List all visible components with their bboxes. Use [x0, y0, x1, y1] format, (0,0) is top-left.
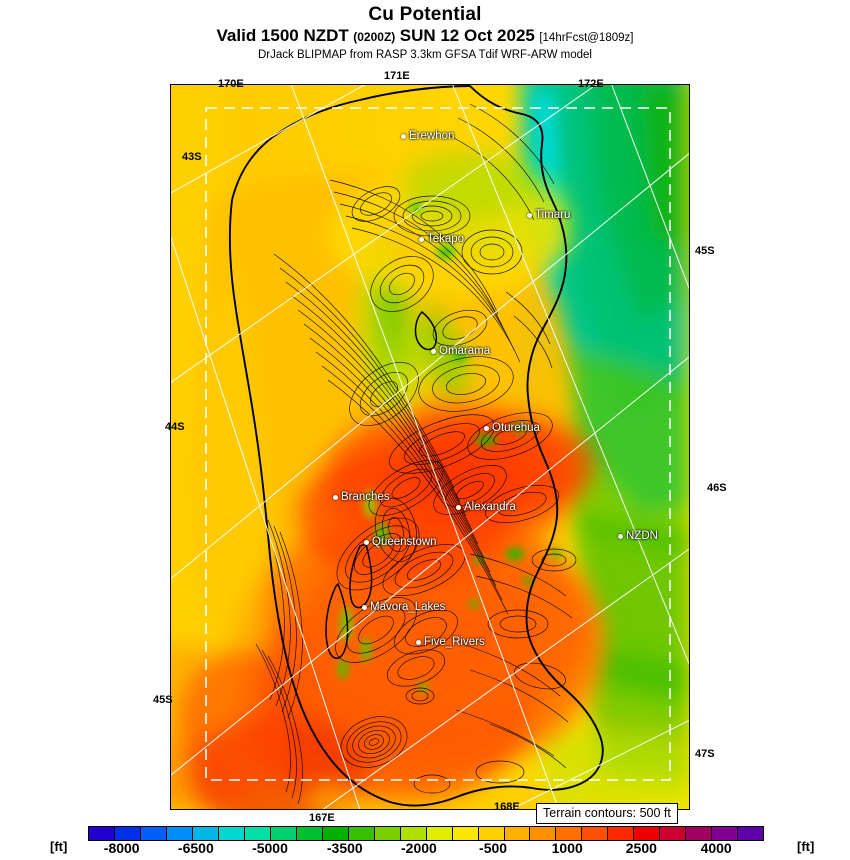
- graticule-label-left-0: 43S: [182, 151, 202, 163]
- city-dot-omarama: [431, 349, 436, 354]
- colorbar[interactable]: [88, 826, 764, 841]
- city-dot-tekapo: [419, 237, 424, 242]
- colorbar-swatch-6: [244, 827, 271, 840]
- colorbar-tick-1000: 1000: [551, 840, 583, 856]
- colorbar-tick--2000: -2000: [401, 840, 437, 856]
- terrain-contour-legend: Terrain contours: 500 ft: [536, 803, 678, 824]
- graticule-label-left-1: 44S: [165, 421, 185, 433]
- colorbar-swatch-17: [530, 827, 557, 840]
- colorbar-swatch-7: [270, 827, 297, 840]
- graticule-label-top-1: 171E: [384, 70, 410, 82]
- city-label-five_rivers: Five_Rivers: [424, 636, 485, 648]
- valid-date: SUN 12 Oct 2025: [399, 26, 535, 45]
- colorbar-swatch-14: [452, 827, 479, 840]
- city-label-nzdn: NZDN: [626, 530, 658, 542]
- forecast-hour: [14hrFcst@1809z]: [539, 32, 634, 44]
- colorbar-tick--6500: -6500: [177, 840, 214, 856]
- colorbar-swatch-11: [374, 827, 401, 840]
- colorbar-swatch-12: [400, 827, 427, 840]
- colorbar-swatch-16: [504, 827, 531, 840]
- graticule-label-left-2: 45S: [153, 694, 173, 706]
- city-label-tekapo: Tekapo: [427, 233, 465, 245]
- graticule-label-bottom-0: 167E: [309, 812, 335, 824]
- city-label-queenstown: Queenstown: [372, 536, 437, 548]
- graticule-label-top-0: 170E: [218, 78, 244, 90]
- colorbar-tick--500: -500: [479, 840, 508, 856]
- colorbar-swatch-18: [556, 827, 583, 840]
- city-label-alexandra: Alexandra: [464, 501, 516, 513]
- colorbar-tick--3500: -3500: [326, 840, 363, 856]
- graticule-label-right-1: 46S: [707, 482, 727, 494]
- chart-header: Cu Potential Valid 1500 NZDT (0200Z) SUN…: [0, 0, 850, 63]
- colorbar-swatch-22: [660, 827, 687, 840]
- city-dot-mavora_lakes: [362, 605, 367, 610]
- colorbar-swatch-23: [686, 827, 713, 840]
- city-label-oturehua: Oturehua: [492, 422, 540, 434]
- city-label-timaru: Timaru: [535, 209, 571, 221]
- city-dot-erewhon: [401, 134, 406, 139]
- colorbar-swatch-8: [296, 827, 323, 840]
- city-dot-queenstown: [364, 540, 369, 545]
- colorbar-swatch-21: [634, 827, 661, 840]
- colorbar-swatch-9: [322, 827, 349, 840]
- city-label-branches: Branches: [341, 491, 390, 503]
- city-dot-oturehua: [484, 426, 489, 431]
- colorbar-swatch-13: [426, 827, 453, 840]
- colorbar-swatch-0: [89, 827, 115, 840]
- valid-time-line: Valid 1500 NZDT (0200Z) SUN 12 Oct 2025 …: [0, 26, 850, 48]
- colorbar-swatch-10: [348, 827, 375, 840]
- colorbar-swatch-5: [218, 827, 245, 840]
- colorbar-tick--8000: -8000: [103, 840, 140, 856]
- colorbar-tick-4000: 4000: [700, 840, 732, 856]
- graticule-label-right-0: 45S: [695, 245, 715, 257]
- city-dot-nzdn: [618, 534, 623, 539]
- city-label-mavora_lakes: Mavora_Lakes: [370, 601, 446, 613]
- city-dot-branches: [333, 495, 338, 500]
- colorbar-tick-2500: 2500: [625, 840, 657, 856]
- model-description: DrJack BLIPMAP from RASP 3.3km GFSA Tdif…: [257, 49, 592, 61]
- page-title: Cu Potential: [368, 4, 482, 25]
- city-dot-alexandra: [456, 505, 461, 510]
- city-label-omarama: Omarama: [439, 345, 491, 357]
- city-label-erewhon: Erewhon: [409, 130, 455, 142]
- colorbar-unit-right: [ft]: [797, 839, 815, 854]
- colorbar-tick--5000: -5000: [252, 840, 288, 856]
- graticule-label-right-2: 47S: [695, 748, 715, 760]
- colorbar-swatch-19: [582, 827, 609, 840]
- colorbar-swatch-3: [166, 827, 193, 840]
- colorbar-swatch-24: [712, 827, 739, 840]
- graticule-label-top-2: 172E: [578, 78, 604, 90]
- graticule-label-bottom-1: 168E: [494, 801, 520, 813]
- map-canvas[interactable]: [170, 84, 690, 810]
- colorbar-swatch-20: [608, 827, 635, 840]
- city-dot-timaru: [527, 213, 532, 218]
- colorbar-swatch-2: [140, 827, 167, 840]
- cu-potential-raster: [170, 84, 690, 810]
- city-dot-five_rivers: [416, 640, 421, 645]
- colorbar-swatch-25: [738, 827, 764, 840]
- colorbar-swatch-15: [478, 827, 505, 840]
- colorbar-swatch-4: [192, 827, 219, 840]
- colorbar-swatch-1: [114, 827, 141, 840]
- valid-time-utc: (0200Z): [353, 30, 396, 44]
- colorbar-unit-left: [ft]: [50, 839, 68, 854]
- valid-time: Valid 1500 NZDT: [216, 26, 349, 45]
